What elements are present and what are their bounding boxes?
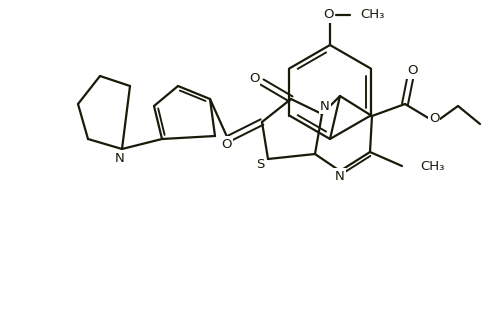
Text: N: N: [335, 170, 345, 182]
Text: N: N: [320, 100, 330, 112]
Text: O: O: [407, 64, 417, 78]
Text: CH₃: CH₃: [360, 8, 385, 21]
Text: O: O: [222, 138, 232, 150]
Text: O: O: [324, 8, 334, 21]
Text: CH₃: CH₃: [420, 160, 445, 172]
Text: O: O: [249, 73, 259, 85]
Text: O: O: [429, 111, 439, 124]
Text: S: S: [256, 158, 264, 171]
Text: N: N: [115, 151, 125, 165]
